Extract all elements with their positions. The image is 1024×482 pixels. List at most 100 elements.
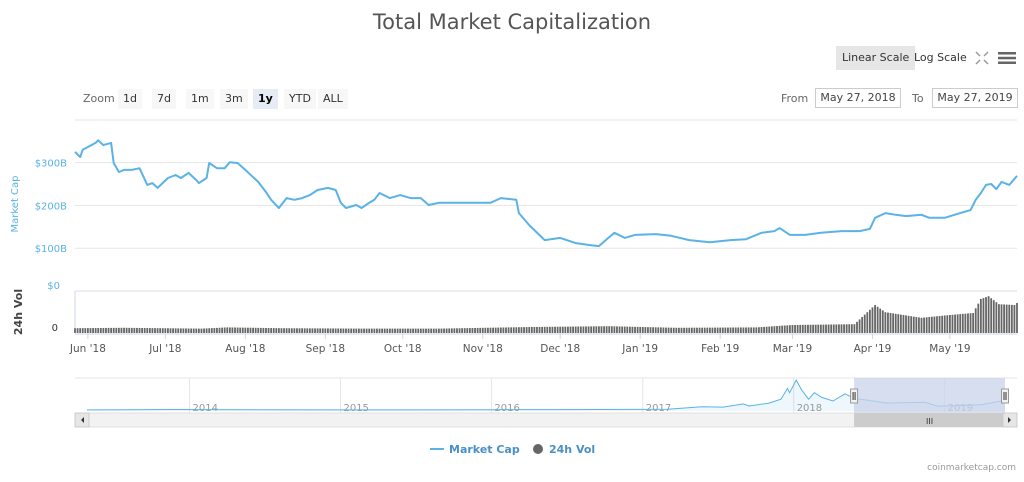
- volume-bar: [791, 325, 794, 333]
- vol-tick-label: 0: [52, 323, 58, 334]
- volume-bar: [626, 326, 629, 333]
- volume-bar: [223, 327, 226, 333]
- volume-bar: [435, 328, 438, 333]
- volume-bar: [995, 302, 998, 333]
- zoom-button-1d[interactable]: 1d: [118, 89, 142, 109]
- volume-bar: [747, 327, 750, 333]
- volume-bar: [853, 324, 856, 333]
- volume-bar: [546, 326, 549, 333]
- legend-item-market-cap[interactable]: Market Cap: [430, 443, 520, 456]
- volume-bar: [456, 328, 458, 333]
- volume-bar: [559, 326, 562, 333]
- volume-bar: [649, 327, 652, 333]
- volume-bar: [572, 326, 574, 333]
- volume-bar: [701, 327, 704, 333]
- volume-bar: [675, 327, 678, 333]
- zoom-button-1y[interactable]: 1y: [253, 89, 278, 109]
- volume-bar: [765, 326, 768, 333]
- x-tick-label: Oct '18: [384, 343, 422, 355]
- navigator-handle-right[interactable]: [1001, 388, 1009, 404]
- volume-bar: [396, 328, 399, 333]
- volume-bar: [412, 328, 414, 333]
- volume-bar: [205, 328, 208, 333]
- from-date-input[interactable]: May 27, 2018: [815, 88, 901, 108]
- x-tick-label: Apr '19: [854, 343, 892, 355]
- volume-bar: [277, 328, 280, 333]
- volume-bar: [918, 317, 920, 333]
- volume-bar: [868, 309, 871, 333]
- log-scale-button[interactable]: Log Scale: [914, 51, 967, 64]
- y-tick-label: $100B: [35, 244, 67, 255]
- volume-bar: [239, 327, 242, 333]
- volume-bar: [956, 314, 959, 333]
- volume-bar: [177, 328, 180, 333]
- fullscreen-icon[interactable]: [974, 50, 990, 66]
- volume-bar: [690, 327, 693, 333]
- x-tick-label: Feb '19: [701, 343, 739, 355]
- navigator-handle-left[interactable]: [850, 388, 859, 404]
- volume-bar: [856, 321, 858, 333]
- volume-bar: [285, 328, 288, 333]
- volume-bar: [136, 327, 138, 333]
- volume-bar: [706, 327, 709, 333]
- volume-bar: [1000, 304, 1003, 333]
- volume-bar: [179, 328, 182, 333]
- volume-bar: [350, 328, 353, 333]
- legend-item-24h-vol[interactable]: 24h Vol: [533, 443, 595, 456]
- volume-bar: [644, 327, 647, 333]
- volume-bar: [143, 328, 146, 333]
- x-tick-label: Jul '18: [148, 343, 181, 355]
- volume-bar: [734, 327, 737, 333]
- volume-bar: [543, 326, 546, 333]
- zoom-button-all[interactable]: ALL: [318, 89, 348, 109]
- volume-bar: [376, 328, 378, 333]
- scrollbar-thumb[interactable]: [854, 413, 1005, 427]
- volume-bar: [216, 327, 218, 333]
- x-tick-label: Sep '18: [306, 343, 345, 355]
- volume-bar: [241, 327, 244, 333]
- volume-bar: [551, 326, 554, 333]
- linear-scale-button[interactable]: Linear Scale: [836, 46, 916, 70]
- navigator-tick-label: 2014: [193, 403, 218, 414]
- volume-bar: [616, 326, 618, 333]
- volume-bar: [809, 324, 812, 333]
- volume-bar: [662, 327, 665, 333]
- volume-bar: [979, 299, 982, 333]
- arrow-left-icon: [81, 417, 84, 423]
- volume-bar: [530, 327, 533, 333]
- volume-bar: [133, 327, 136, 333]
- volume-bar: [417, 328, 420, 333]
- volume-bar: [863, 314, 866, 333]
- volume-bar: [115, 327, 118, 333]
- zoom-button-7d[interactable]: 7d: [152, 89, 176, 109]
- volume-bar: [564, 326, 567, 333]
- volume-bar: [871, 307, 874, 333]
- to-date-input[interactable]: May 27, 2019: [932, 88, 1018, 108]
- volume-bar: [334, 328, 337, 333]
- credit-link[interactable]: coinmarketcap.com: [927, 463, 1016, 473]
- volume-bar: [773, 326, 776, 333]
- menu-icon[interactable]: [998, 51, 1016, 65]
- volume-bar: [125, 327, 128, 333]
- volume-bar: [711, 327, 714, 333]
- zoom-button-3m[interactable]: 3m: [220, 89, 248, 109]
- volume-bar: [89, 328, 92, 333]
- volume-bar: [172, 328, 174, 333]
- volume-bar: [688, 327, 691, 333]
- volume-bar: [801, 324, 804, 333]
- volume-bar: [714, 327, 716, 333]
- market-cap-line: [74, 139, 1018, 248]
- zoom-button-1m[interactable]: 1m: [186, 89, 214, 109]
- volume-bar: [538, 326, 541, 333]
- volume-bar: [755, 327, 758, 333]
- zoom-button-ytd[interactable]: YTD: [284, 89, 316, 109]
- volume-bar: [419, 328, 422, 333]
- volume-bar: [117, 327, 120, 333]
- volume-bar: [203, 328, 205, 333]
- volume-bar: [742, 327, 745, 333]
- volume-bar: [574, 326, 577, 333]
- volume-bar: [221, 327, 224, 333]
- volume-bar: [977, 303, 980, 333]
- volume-bar: [394, 328, 396, 333]
